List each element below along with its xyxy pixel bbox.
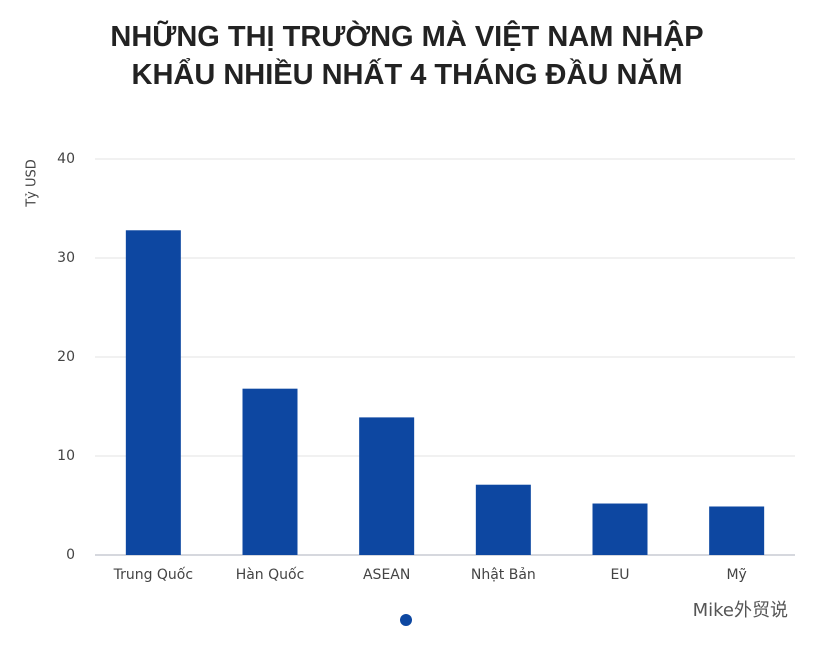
bar: [242, 388, 298, 555]
bar: [359, 417, 415, 555]
y-tick-label: 0: [66, 547, 75, 563]
bar: [125, 230, 181, 555]
x-tick-label: EU: [610, 567, 629, 583]
chart-title: NHỮNG THỊ TRƯỜNG MÀ VIỆT NAM NHẬP KHẨU N…: [110, 21, 704, 91]
y-axis-label: Tỷ USD: [25, 159, 40, 208]
y-tick-label: 30: [57, 250, 75, 266]
x-tick-label: Nhật Bản: [471, 567, 536, 583]
x-tick-label: Mỹ: [726, 567, 746, 583]
y-tick-label: 10: [57, 448, 75, 464]
page-dot[interactable]: [400, 614, 412, 626]
watermark: Mike外贸说: [692, 600, 788, 621]
y-tick-label: 40: [57, 151, 75, 167]
bar: [592, 503, 648, 555]
bar: [475, 484, 531, 555]
x-tick-label: Hàn Quốc: [236, 566, 305, 583]
x-tick-label: Trung Quốc: [113, 566, 194, 583]
bar: [709, 506, 765, 555]
x-tick-label: ASEAN: [363, 567, 410, 583]
y-tick-label: 20: [57, 349, 75, 365]
